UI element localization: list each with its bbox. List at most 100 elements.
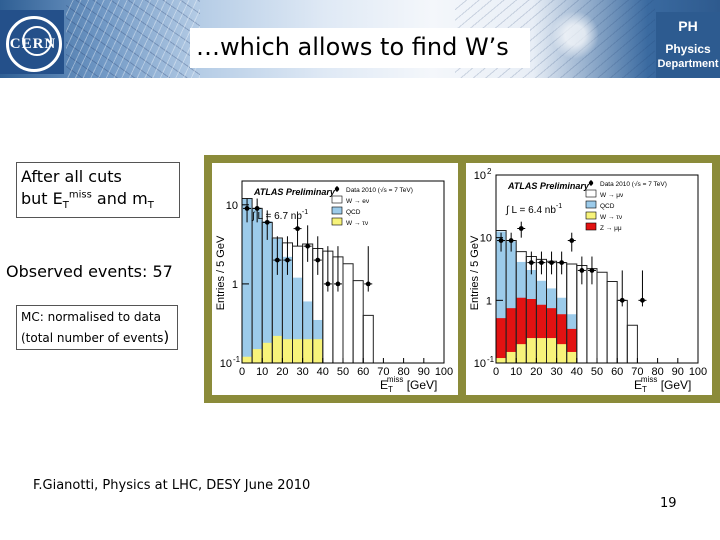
qcd-bar [262,221,273,363]
legend-label: W → μν [600,192,623,199]
luminosity-label: ∫ L = 6.7 nb-1 [251,209,308,222]
x-tick-label: 40 [571,366,583,378]
tau-bar [536,338,547,363]
y-tick-label: 10 [220,358,232,370]
cuts-note-box: After all cuts but ETmiss and mT [16,162,180,218]
luminosity-value: ∫ L = 6.7 nb [251,211,302,222]
legend-swatch [331,217,343,226]
x-tick-label: 0 [239,366,245,378]
data-point [315,257,321,263]
legend-swatch [331,206,343,215]
data-point [295,226,300,232]
y-axis-label: Entries / 5 GeV [469,235,481,310]
data-point [539,260,544,266]
x-axis-label-sup: miss [641,375,657,384]
x-tick-label: 80 [397,366,409,378]
y-tick-label: 10 [480,233,492,245]
tau-bar [302,339,313,363]
tau-bar [556,344,567,363]
y-tick-label: 10 [474,358,486,370]
atlas-title: ATLAS Preliminary [507,181,590,191]
signal-bar [566,264,577,363]
tau-bar [242,356,253,363]
signal-bar [312,248,323,363]
data-point [325,281,331,287]
mc-note-line1: MC: normalised to data [21,310,161,324]
data-point [528,260,534,266]
page-number: 19 [660,496,677,511]
x-axis-label: ETmiss [GeV] [380,375,437,394]
total-outline [362,314,374,363]
x-tick-label: 50 [591,366,603,378]
plot-frame: 0 10 20 30 40 50 60 70 80 90 100 10 1 10 -1 Entries / 5… [204,155,720,403]
signal-bar [363,315,374,363]
data-point [518,226,524,231]
data-point [589,268,595,273]
data-point [579,268,585,273]
tau-bar [272,335,283,363]
signal-bar [343,263,354,363]
mc-note-line2: (total number of events) [21,328,169,346]
x-axis-label-unit: [GeV] [657,378,691,392]
data-point [264,219,270,225]
x-axis-label-sub: T [388,385,393,394]
x-axis-label-main: E [634,378,642,392]
slide-title-text: …which allows to find W’s [196,33,509,61]
y-tick-exponent: 2 [487,167,492,176]
legend-label: W → τν [600,214,622,221]
x-axis-label: ETmiss [GeV] [634,375,691,394]
legend-label: Data 2010 (√s = 7 TeV) [600,180,667,188]
x-tick-label: 30 [550,366,562,378]
z-bar [566,328,577,363]
ph-logo-line2: Physics [665,42,711,56]
signal-bar [607,281,618,363]
luminosity-exponent: -1 [302,209,308,216]
x-tick-label: 100 [689,366,707,378]
luminosity-label: ∫ L = 6.4 nb-1 [505,203,562,216]
qcd-bar [282,256,293,363]
z-bar [526,299,537,363]
cuts-note-line2: but ETmiss and mT [21,189,154,211]
ph-logo-line3: Department [657,58,719,70]
x-axis-label-main: E [380,378,388,392]
x-tick-label: 50 [337,366,349,378]
y-tick-label: 10 [474,170,486,182]
luminosity-value: ∫ L = 6.4 nb [505,205,556,216]
legend-label: QCD [346,209,361,216]
tau-bar [312,339,323,363]
plot-panel-electron: 0 10 20 30 40 50 60 70 80 90 100 10 1 10 -1 Entries / 5… [212,163,458,395]
y-tick-label: 1 [486,295,492,307]
tau-bar [516,344,527,363]
x-tick-label: 70 [631,366,643,378]
cern-logo: CERN [0,10,64,74]
x-axis-label-unit: [GeV] [403,378,437,392]
data-point [569,238,575,243]
plot-panel-muon: 0 10 20 30 40 50 60 70 80 90 100 10 2 10 1 10 -1 Entries … [466,163,712,395]
tau-bar [526,338,537,363]
x-tick-label: 10 [510,366,522,378]
x-tick-label: 70 [377,366,389,378]
ph-department-logo: PH Physics Department [656,12,720,78]
x-tick-label: 80 [651,366,663,378]
cuts-note-line1: After all cuts [21,167,122,186]
x-tick-label: 40 [317,366,329,378]
tau-bar [496,358,507,363]
mc-paren: ) [163,328,170,346]
z-bar [556,314,567,363]
legend-swatch [585,189,597,198]
qcd-bar [292,277,303,363]
legend-swatch [585,222,597,231]
atlas-title: ATLAS Preliminary [253,187,336,197]
data-point [640,297,645,303]
signal-bar [332,256,343,363]
data-point [508,238,514,243]
signal-bar [627,325,638,363]
legend-swatch [331,195,343,204]
data-point [285,257,290,263]
data-point [498,238,504,243]
legend-label: QCD [600,203,615,210]
x-tick-label: 90 [672,366,684,378]
qcd-bar [506,241,517,363]
z-bar [496,318,507,363]
cuts-subscript: T [147,200,154,212]
